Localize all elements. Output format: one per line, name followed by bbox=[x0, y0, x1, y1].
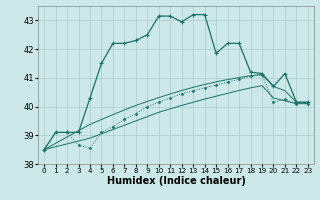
X-axis label: Humidex (Indice chaleur): Humidex (Indice chaleur) bbox=[107, 176, 245, 186]
